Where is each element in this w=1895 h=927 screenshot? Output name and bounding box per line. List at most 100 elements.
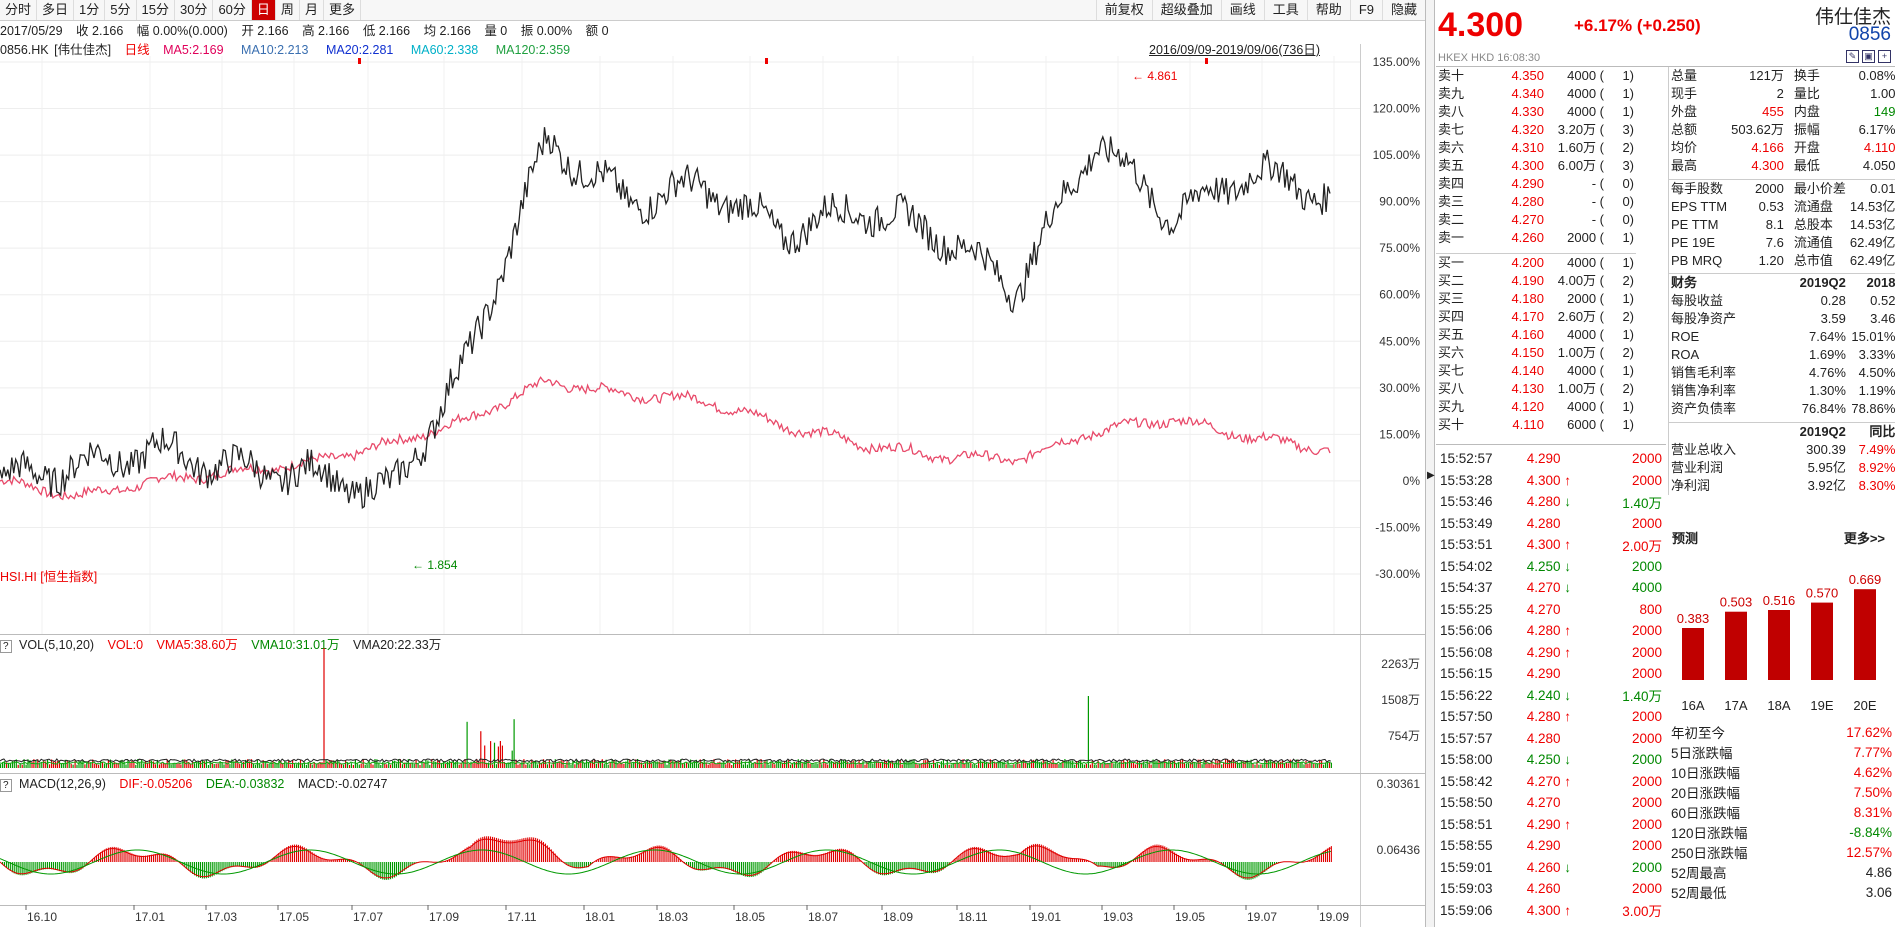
book-row[interactable]: 卖五 4.300 6.00万 (3) — [1436, 157, 1636, 175]
tab-month[interactable]: 月 — [300, 0, 324, 20]
eps-period-label: 19E — [1810, 698, 1833, 713]
book-row[interactable]: 卖一 4.260 2000 (1) — [1436, 229, 1636, 247]
volume-bar — [11, 761, 13, 768]
tab-day[interactable]: 日 — [251, 0, 276, 20]
book-row[interactable]: 卖二 4.270- (0) — [1436, 211, 1636, 229]
macd-bar — [684, 862, 686, 863]
macd-bar — [1162, 845, 1164, 862]
tick-time: 15:55:25 — [1440, 601, 1493, 617]
help-icon[interactable]: ? — [0, 640, 12, 653]
tab-5min[interactable]: 5分 — [105, 0, 137, 20]
overlay-button[interactable]: 超级叠加 — [1151, 0, 1221, 20]
tab-15min[interactable]: 15分 — [137, 0, 175, 20]
hide-button[interactable]: 隐藏 — [1381, 0, 1425, 20]
vol-value: VOL:0 — [107, 638, 144, 652]
tab-week[interactable]: 周 — [276, 0, 300, 20]
add-icon[interactable]: + — [1878, 50, 1891, 63]
volume-bar — [147, 763, 149, 768]
help-icon[interactable]: ? — [0, 779, 12, 792]
book-row[interactable]: 买四 4.170 2.60万 (2) — [1436, 308, 1636, 326]
tab-60min[interactable]: 60分 — [213, 0, 252, 20]
volume-bar — [882, 762, 884, 768]
volume-bar — [768, 764, 770, 768]
book-row[interactable]: 卖三 4.280- (0) — [1436, 193, 1636, 211]
book-row[interactable]: 卖四 4.290- (0) — [1436, 175, 1636, 193]
book-row[interactable]: 卖六 4.310 1.60万 (2) — [1436, 139, 1636, 157]
macd-bar — [1013, 854, 1015, 862]
book-row[interactable]: 卖九 4.340 4000 (1) — [1436, 85, 1636, 103]
collapse-arrow-icon[interactable]: ▶ — [1427, 470, 1435, 481]
window-icon[interactable]: ▣ — [1862, 50, 1875, 63]
book-row[interactable]: 卖七 4.320 3.20万 (3) — [1436, 121, 1636, 139]
macd-bar — [1156, 844, 1158, 862]
tab-fenshi[interactable]: 分时 — [0, 0, 38, 20]
book-row[interactable]: 买一 4.200 4000 (1) — [1436, 253, 1636, 272]
volume-bar — [836, 762, 839, 768]
macd-bar — [554, 853, 556, 862]
macd-bar — [786, 852, 788, 862]
macd-bar — [492, 836, 494, 862]
volume-bar — [154, 764, 156, 768]
volume-bar — [511, 750, 513, 768]
tab-multiday[interactable]: 多日 — [37, 0, 75, 20]
book-row[interactable]: 买二 4.190 4.00万 (2) — [1436, 272, 1636, 290]
volume-bar — [307, 762, 309, 768]
volume-bar — [272, 761, 274, 768]
macd-bar — [813, 854, 815, 862]
perf-label: 10日涨跌幅 — [1671, 766, 1741, 781]
stat-label: 总股本 — [1793, 216, 1833, 232]
volume-bar — [1256, 761, 1258, 768]
macd-bar — [286, 847, 288, 862]
adjust-button[interactable]: 前复权 — [1095, 0, 1152, 20]
tools-button[interactable]: 工具 — [1263, 0, 1307, 20]
draw-button[interactable]: 画线 — [1220, 0, 1264, 20]
f9-button[interactable]: F9 — [1349, 0, 1382, 20]
macd-bar — [895, 862, 897, 873]
book-row[interactable]: 卖十 4.350 4000 (1) — [1436, 67, 1636, 85]
macd-bar — [362, 862, 364, 867]
stat-value: 2000 — [1754, 180, 1784, 196]
tab-more[interactable]: 更多 — [324, 0, 361, 20]
book-row[interactable]: 卖八 4.330 4000 (1) — [1436, 103, 1636, 121]
volume-bar — [460, 763, 462, 768]
macd-bar — [952, 861, 954, 862]
tab-1min[interactable]: 1分 — [74, 0, 106, 20]
macd-bar — [3, 862, 5, 866]
volume-bar — [309, 763, 311, 768]
volume-bar — [1277, 761, 1280, 768]
edit-icon[interactable]: ✎ — [1846, 50, 1859, 63]
volume-bar — [786, 760, 788, 768]
macd-bar — [590, 862, 592, 866]
macd-bar — [139, 855, 141, 862]
help-button[interactable]: 帮助 — [1306, 0, 1350, 20]
volume-bar — [1223, 763, 1225, 768]
macd-bar — [468, 846, 470, 862]
book-row[interactable]: 买九 4.120 4000 (1) — [1436, 398, 1636, 416]
tab-30min[interactable]: 30分 — [175, 0, 214, 20]
volume-bar — [588, 762, 590, 768]
book-row[interactable]: 买五 4.160 4000 (1) — [1436, 326, 1636, 344]
macd-bar — [635, 855, 637, 862]
prediction-more-link[interactable]: 更多>> — [1843, 531, 1885, 546]
macd-bar — [1176, 853, 1178, 862]
volume-bar — [194, 763, 196, 768]
stat-value: 62.49亿 — [1849, 234, 1895, 250]
book-row[interactable]: 买三 4.180 2000 (1) — [1436, 290, 1636, 308]
price-chart[interactable]: 135.00%120.00%105.00%90.00%75.00%60.00%4… — [0, 56, 1425, 634]
panel-divider[interactable]: ▶ — [1425, 0, 1435, 927]
book-row[interactable]: 买十 4.110 6000 (1) — [1436, 416, 1636, 434]
volume-bar — [850, 761, 852, 768]
volume-axis-label: 754万 — [1388, 729, 1420, 743]
date-range[interactable]: 2016/09/09-2019/09/06(736日) — [1149, 43, 1320, 57]
volume-bar — [405, 762, 407, 768]
macd-bar — [366, 862, 368, 870]
macd-bar — [797, 851, 799, 862]
volume-bar — [1032, 759, 1035, 768]
macd-bar — [970, 847, 972, 862]
volume-bar — [901, 764, 903, 768]
book-row[interactable]: 买六 4.150 1.00万 (2) — [1436, 344, 1636, 362]
book-row[interactable]: 买八 4.130 1.00万 (2) — [1436, 380, 1636, 398]
book-row[interactable]: 买七 4.140 4000 (1) — [1436, 362, 1636, 380]
